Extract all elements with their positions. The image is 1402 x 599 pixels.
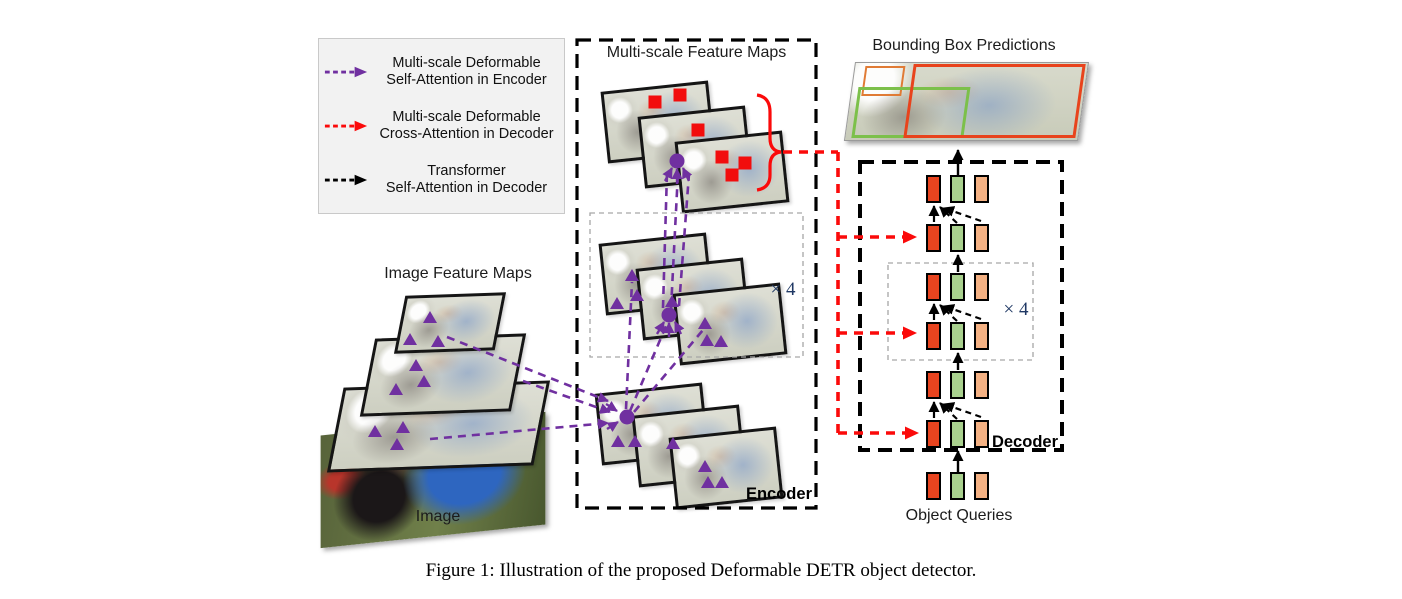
- encoder-top-map-front: [674, 130, 790, 214]
- purple-dashed-arrow-icon: [324, 66, 368, 78]
- query-cell: [974, 224, 989, 252]
- query-cell: [950, 273, 965, 301]
- image-label: Image: [415, 508, 461, 525]
- query-cell: [950, 420, 965, 448]
- feature-map-level-1: [393, 292, 507, 354]
- image-feature-maps-label: Image Feature Maps: [384, 265, 532, 282]
- query-cell: [974, 322, 989, 350]
- query-cell: [974, 273, 989, 301]
- query-cell: [926, 273, 941, 301]
- encoder-repeat-label: × 4: [770, 279, 796, 300]
- query-cell: [926, 322, 941, 350]
- bounding-box-predictions-image: [843, 62, 1089, 141]
- encoder-box-label: Encoder: [745, 485, 812, 503]
- decoder-row-input-1: [926, 224, 989, 252]
- query-cell: [926, 371, 941, 399]
- decoder-row-input-3: [926, 420, 989, 448]
- query-cell: [926, 420, 941, 448]
- query-cell: [974, 420, 989, 448]
- legend-box: Multi-scale Deformable Self-Attention in …: [318, 38, 565, 214]
- legend-label: Transformer Self-Attention in Decoder: [385, 162, 548, 196]
- query-cell: [950, 175, 965, 203]
- decoder-repeat-label: × 4: [1003, 299, 1029, 320]
- query-cell: [950, 322, 965, 350]
- predicted-box-red: [903, 64, 1086, 138]
- query-cell: [926, 224, 941, 252]
- figure-caption: Figure 1: Illustration of the proposed D…: [425, 560, 977, 581]
- decoder-row-output-2: [926, 273, 989, 301]
- legend-label: Multi-scale Deformable Self-Attention in …: [386, 54, 547, 88]
- query-cell: [926, 175, 941, 203]
- query-cell: [950, 371, 965, 399]
- query-cell: [974, 175, 989, 203]
- query-cell: [974, 472, 989, 500]
- bounding-box-predictions-title: Bounding Box Predictions: [872, 37, 1056, 54]
- object-queries-row: [926, 472, 989, 500]
- legend-item-encoder-self-attention: Multi-scale Deformable Self-Attention in …: [323, 55, 560, 89]
- object-queries-label: Object Queries: [905, 507, 1013, 524]
- query-cell: [950, 224, 965, 252]
- query-cell: [974, 371, 989, 399]
- decoder-row-output-1: [926, 175, 989, 203]
- legend-item-decoder-cross-attention: Multi-scale Deformable Cross-Attention in…: [323, 109, 560, 143]
- decoder-row-output-3: [926, 371, 989, 399]
- query-cell: [926, 472, 941, 500]
- red-dashed-arrow-icon: [324, 120, 368, 132]
- decoder-row-input-2: [926, 322, 989, 350]
- encoder-box-title: Multi-scale Feature Maps: [606, 44, 787, 61]
- legend-label: Multi-scale Deformable Cross-Attention in…: [379, 108, 554, 142]
- legend-item-decoder-self-attention: Transformer Self-Attention in Decoder: [323, 163, 560, 197]
- query-cell: [950, 472, 965, 500]
- black-dashed-arrow-icon: [324, 174, 368, 186]
